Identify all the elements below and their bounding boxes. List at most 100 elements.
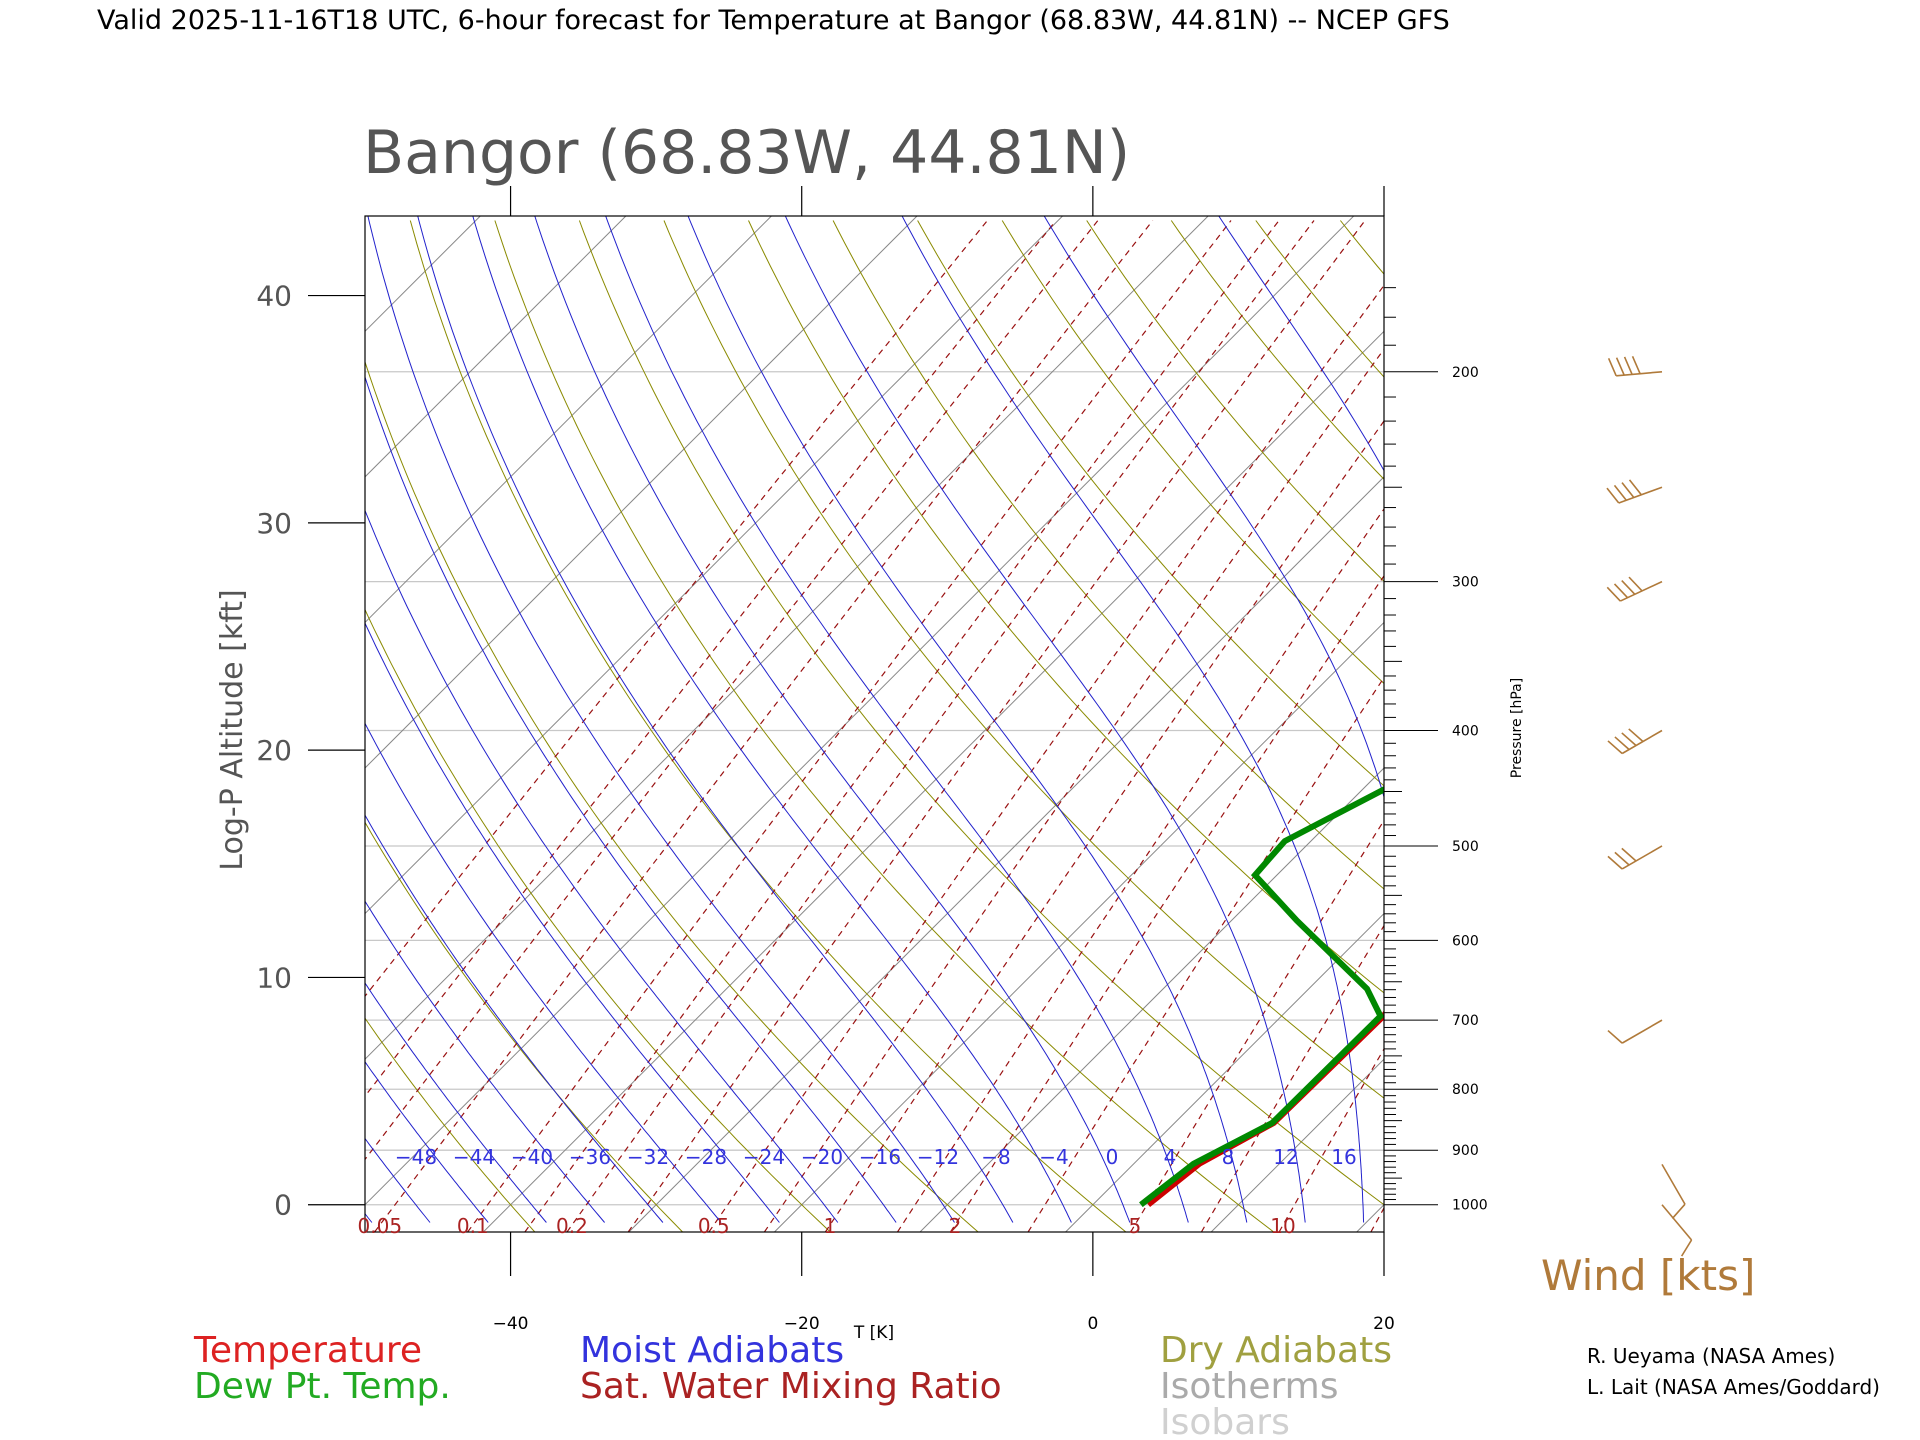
moist-adiabat-label: 12: [1273, 1145, 1298, 1169]
x-axis-label: T [K]: [853, 1323, 894, 1343]
pressure-tick-label: 1000: [1452, 1198, 1488, 1214]
mixing-ratio-line: [566, 220, 1315, 1232]
header-title: Valid 2025-11-16T18 UTC, 6-hour forecast…: [97, 5, 1450, 36]
mixing-ratio-line: [1027, 676, 1384, 1232]
moist-adiabat-label: −44: [453, 1145, 495, 1169]
wind-barb-staff: [1621, 729, 1663, 755]
dry-adiabat: [494, 220, 1275, 1232]
wind-barb-flag: [1613, 484, 1627, 501]
moist-adiabat: [605, 216, 1189, 1223]
moist-adiabat-label: 8: [1222, 1145, 1235, 1169]
wind-barb-flag: [1621, 732, 1637, 747]
dewpoint-line: [1139, 786, 1384, 1208]
pressure-tick-label: 300: [1452, 575, 1479, 591]
wind-barb-flag: [1671, 1203, 1686, 1219]
dry-adiabat: [1001, 220, 1384, 685]
isotherm-line: [628, 476, 1384, 1232]
moist-adiabat-label: −4: [1039, 1145, 1068, 1169]
wind-barb-flag: [1628, 576, 1643, 592]
x-tick-label: −20: [784, 1314, 820, 1334]
dry-adiabat: [409, 220, 1127, 1232]
mixing-ratio-line: [949, 574, 1384, 1232]
moist-adiabat: [365, 982, 547, 1223]
wind-barb-staff: [1661, 1163, 1686, 1205]
mixing-ratio-label: 10: [1270, 1214, 1295, 1238]
wind-barb-flag: [1621, 847, 1637, 862]
moist-adiabat-label: 16: [1331, 1145, 1356, 1169]
y-tick-label: 20: [256, 734, 292, 767]
wind-barb: [1607, 728, 1663, 755]
wind-barb-flag: [1606, 487, 1620, 504]
moist-adiabat: [534, 216, 1131, 1223]
isotherm-line: [365, 216, 772, 624]
wind-barb-flag: [1607, 855, 1623, 870]
isotherm-line: [919, 767, 1384, 1232]
mixing-ratio-label: 2: [949, 1214, 962, 1238]
moist-adiabat-label: −12: [917, 1145, 959, 1169]
moist-adiabat: [687, 216, 1248, 1223]
isotherm-line: [482, 330, 1384, 1232]
wind-barb-flag: [1621, 579, 1636, 595]
moist-adiabat: [367, 216, 955, 1223]
wind-barb: [1661, 1204, 1693, 1257]
dry-adiabat: [1425, 221, 1920, 1233]
mixing-ratio-line: [467, 220, 1232, 1232]
x-tick-label: 20: [1373, 1314, 1395, 1334]
y-tick-label: 40: [256, 280, 292, 313]
moist-adiabat: [472, 216, 1072, 1223]
wind-barb-flag: [1606, 586, 1621, 602]
moist-adiabat: [1218, 216, 1384, 472]
mixing-ratio-line: [763, 348, 1384, 1232]
y-axis-label: Log-P Altitude [kft]: [215, 589, 250, 870]
wind-barb-flag: [1613, 583, 1629, 599]
isotherm-line: [365, 216, 1355, 1206]
chart-title: Bangor (68.83W, 44.81N): [363, 118, 1130, 188]
pressure-tick-label: 500: [1452, 839, 1479, 855]
moist-adiabat-label: −16: [859, 1145, 901, 1169]
legend-isotherms: Isotherms: [1160, 1366, 1338, 1407]
moist-adiabat-label: −20: [801, 1145, 843, 1169]
background-lines: [0, 205, 1920, 1233]
mixing-ratio-line: [708, 284, 1384, 1232]
wind-barbs: [1606, 355, 1693, 1257]
dry-adiabat: [917, 220, 1384, 787]
moist-adiabat-label: 0: [1106, 1145, 1119, 1169]
pressure-tick-label: 700: [1452, 1013, 1479, 1029]
wind-barb-flag: [1680, 1239, 1693, 1257]
wind-barb-flag: [1607, 740, 1623, 755]
isotherm-line: [1502, 216, 1920, 1232]
wind-barb: [1606, 479, 1663, 504]
axes: −40 −20 0 200102030401000900800700600500400…: [256, 186, 1488, 1334]
mixing-ratio-line: [374, 220, 1154, 1232]
dry-adiabat: [578, 220, 1384, 1206]
y-tick-label: 0: [274, 1189, 292, 1222]
moist-adiabat: [417, 216, 1014, 1223]
mixing-ratio-line: [365, 220, 1057, 1098]
dry-adiabat: [748, 220, 1384, 994]
moist-adiabat: [365, 722, 722, 1223]
legend-dewpoint: Dew Pt. Temp.: [194, 1366, 451, 1407]
wind-barb: [1607, 1019, 1663, 1044]
moist-adiabat: [1421, 205, 1585, 1222]
wind-barb: [1661, 1163, 1686, 1219]
mixing-ratio-label: 0.1: [457, 1214, 489, 1238]
isotherm-line: [365, 216, 1063, 915]
dry-adiabat: [663, 220, 1384, 1099]
pressure-tick-label: 600: [1452, 933, 1479, 949]
moist-adiabat-label: −28: [685, 1145, 727, 1169]
wind-barb-flag: [1621, 482, 1635, 499]
isotherm-line: [0, 216, 189, 1232]
dry-adiabat: [1679, 221, 1920, 1233]
wind-barb: [1607, 355, 1663, 377]
wind-barb: [1606, 576, 1663, 602]
credit-line-2: L. Lait (NASA Ames/Goddard): [1587, 1375, 1880, 1399]
dry-adiabat: [1763, 221, 1920, 1233]
moist-adiabat: [365, 375, 897, 1223]
mixing-ratio-line: [627, 220, 1366, 1232]
moist-adiabat: [901, 216, 1365, 1223]
legend-dry: Dry Adiabats: [1160, 1330, 1392, 1371]
moist-adiabat: [365, 814, 664, 1223]
pressure-tick-label: 200: [1452, 365, 1479, 381]
wind-barb-staff: [1661, 1204, 1693, 1241]
x-tick-label: −40: [493, 1314, 529, 1334]
